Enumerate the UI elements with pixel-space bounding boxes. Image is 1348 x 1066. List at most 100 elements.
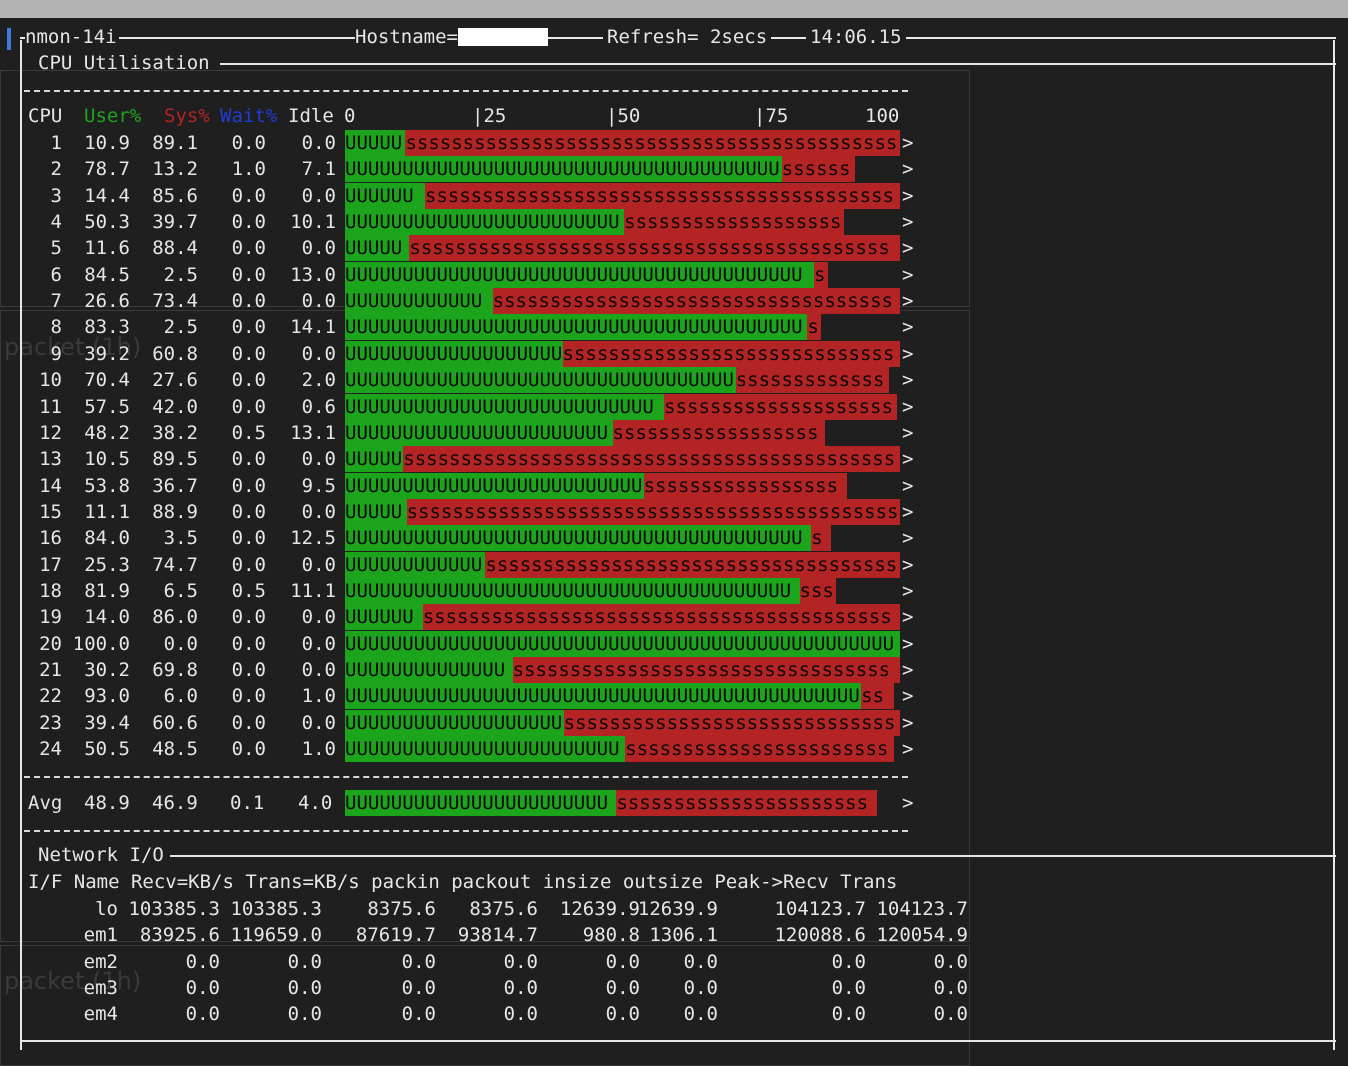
cpu-user-pct: 81.9 — [84, 580, 130, 602]
sys-segment: ssssssssssssssssssssssssssssssssssssssss… — [406, 499, 900, 525]
bar-end-marker: > — [902, 211, 914, 233]
bar-end-marker: > — [902, 475, 914, 497]
cpu-idle-pct: 10.1 — [290, 211, 336, 233]
cpu-id: 24 — [39, 738, 62, 760]
cpu-id: 17 — [39, 554, 62, 576]
cpu-wait-pct: 0.5 — [231, 580, 266, 602]
sys-segment: sssssssssssssssssssssssssssssssssss — [492, 288, 900, 314]
cpu-sys-pct: 89.1 — [152, 132, 198, 154]
cpu-section-rule — [220, 63, 1336, 65]
user-segment: UUUUUU — [345, 604, 423, 630]
cpu-usage-bar: UUUUUUUUUUUUUUUUUUUUUUUUUUUUUUUUUUUUUU ss… — [345, 156, 900, 182]
cpu-idle-pct: 13.0 — [290, 264, 336, 286]
cpu-id: 9 — [50, 343, 62, 365]
cpu-table-bottom-rule — [24, 776, 908, 778]
cpu-usage-bar: UUUUUUUUUUUUUUUUUUUUUUUU ssssssssssssssss… — [345, 736, 900, 762]
sys-segment: s — [811, 525, 831, 551]
net-recv: 0.0 — [185, 977, 220, 999]
bar-end-marker: > — [902, 633, 914, 655]
cpu-sys-pct: 38.2 — [152, 422, 198, 444]
user-segment: UUUUUUUUUUUUUUUUUUU — [345, 341, 563, 367]
sys-segment: ssssssssssssssssssssssssssssssssssssssss… — [424, 183, 900, 209]
cpu-usage-bar: UUUUUUUUUUUUUU ssssssssssssssssssssssssss… — [345, 657, 900, 683]
cpu-idle-pct: 0.0 — [301, 237, 336, 259]
sys-segment: sss — [799, 578, 836, 604]
cpu-id: 20 — [39, 633, 62, 655]
cpu-idle-pct: 0.0 — [301, 343, 336, 365]
cpu-usage-bar: UUUUUUUUUUUUUUUUUUUUUUUUUUUUUUUUUUUUUUUU… — [345, 525, 900, 551]
cpu-user-pct: 25.3 — [84, 554, 130, 576]
net-outsize: 1306.1 — [649, 924, 718, 946]
net-if-name: em3 — [83, 977, 118, 999]
avg-wait: 0.1 — [230, 792, 265, 814]
cpu-user-pct: 57.5 — [84, 396, 130, 418]
cpu-sys-pct: 89.5 — [152, 448, 198, 470]
net-peak-recv: 0.0 — [831, 951, 866, 973]
cpu-wait-pct: 0.0 — [231, 659, 266, 681]
cpu-sys-pct: 3.5 — [163, 527, 198, 549]
cpu-idle-pct: 0.0 — [301, 712, 336, 734]
cpu-usage-bar: UUUUUUUUUUUUUUUUUUU sssssssssssssssssssss… — [345, 341, 900, 367]
user-segment: UUUUUUUUUUUUUUUUUUUUUUUUUUUUUUUUUUUUUUUU… — [345, 683, 862, 709]
cpu-sys-pct: 60.8 — [152, 343, 198, 365]
cpu-wait-pct: 0.0 — [231, 633, 266, 655]
user-segment: UUUUUUUUUUUUUUUUUUUUUUUUUUUUUUUUUUUUUUUU… — [345, 631, 900, 657]
net-trans: 0.0 — [287, 1003, 322, 1025]
cpu-id: 23 — [39, 712, 62, 734]
sys-segment: ssssssssssssssssssssssssssssssssssss — [485, 552, 900, 578]
cpu-user-pct: 11.6 — [84, 237, 130, 259]
background-ghost-label: packet (1h) — [4, 333, 142, 361]
cpu-sys-pct: 39.7 — [152, 211, 198, 233]
cpu-usage-bar: UUUUUU ssssssssssssssssssssssssssssssssss… — [345, 604, 900, 630]
cpu-idle-pct: 9.5 — [301, 475, 336, 497]
net-insize: 0.0 — [605, 951, 640, 973]
cpu-col-header: CPU — [28, 105, 63, 127]
user-segment: UUUUUUUUUUUUUUUUUUUUUUUUUUUUUUUUUUUUUUUU — [345, 525, 812, 551]
cpu-usage-bar: UUUUUUUUUUUUUUUUUUUUUUUUUUUUUUUUUUUUUUUU… — [345, 314, 900, 340]
network-section-rule — [170, 855, 1336, 857]
cpu-sys-pct: 2.5 — [163, 316, 198, 338]
cpu-wait-pct: 0.0 — [231, 554, 266, 576]
net-peak-recv: 120088.6 — [774, 924, 866, 946]
net-recv: 103385.3 — [128, 898, 220, 920]
cpu-sys-pct: 88.4 — [152, 237, 198, 259]
bar-end-marker: > — [902, 237, 914, 259]
net-packout: 8375.6 — [469, 898, 538, 920]
net-packout: 0.0 — [503, 977, 538, 999]
cpu-id: 12 — [39, 422, 62, 444]
user-segment: UUUUU — [345, 130, 406, 156]
cpu-id: 4 — [50, 211, 62, 233]
net-outsize: 0.0 — [683, 951, 718, 973]
cpu-user-pct: 48.2 — [84, 422, 130, 444]
bar-end-marker: > — [902, 792, 914, 814]
net-packout: 0.0 — [503, 951, 538, 973]
bar-end-marker: > — [902, 448, 914, 470]
cpu-usage-bar: UUUUUUUUUUUU ssssssssssssssssssssssssssss… — [345, 288, 900, 314]
cpu-wait-pct: 0.0 — [231, 132, 266, 154]
net-packin: 87619.7 — [355, 924, 436, 946]
cpu-sys-pct: 0.0 — [163, 633, 198, 655]
cpu-id: 22 — [39, 685, 62, 707]
cpu-usage-bar: UUUUUUUUUUUUUUUUUUUUUUUUUU ssssssssssssss… — [345, 473, 900, 499]
cpu-idle-pct: 1.0 — [301, 685, 336, 707]
cpu-user-pct: 39.4 — [84, 712, 130, 734]
user-segment: UUUUUUUUUUUUUUUUUUUUUUU — [345, 420, 613, 446]
cpu-wait-pct: 0.0 — [231, 264, 266, 286]
avg-row-label: Avg — [28, 792, 63, 814]
cpu-idle-pct: 7.1 — [301, 158, 336, 180]
net-insize: 0.0 — [605, 1003, 640, 1025]
user-segment: UUUUU — [345, 446, 404, 472]
cpu-wait-pct: 0.0 — [231, 396, 266, 418]
cpu-idle-pct: 0.0 — [301, 448, 336, 470]
cpu-sys-pct: 86.0 — [152, 606, 198, 628]
net-peak-recv: 104123.7 — [774, 898, 866, 920]
cpu-user-pct: 53.8 — [84, 475, 130, 497]
cpu-usage-bar: UUUUU sssssssssssssssssssssssssssssssssss… — [345, 130, 900, 156]
cpu-idle-pct: 1.0 — [301, 738, 336, 760]
cpu-usage-bar: UUUUUUUUUUUUUUUUUUUUUUUUUUUUUUUUUUUUUUUU… — [345, 683, 900, 709]
idle-col-header: Idle — [288, 105, 334, 127]
cpu-wait-pct: 0.0 — [231, 475, 266, 497]
cpu-sys-pct: 88.9 — [152, 501, 198, 523]
cpu-usage-bar: UUUUUUUUUUUUUUUUUUU sssssssssssssssssssss… — [345, 710, 900, 736]
net-packout: 93814.7 — [457, 924, 538, 946]
